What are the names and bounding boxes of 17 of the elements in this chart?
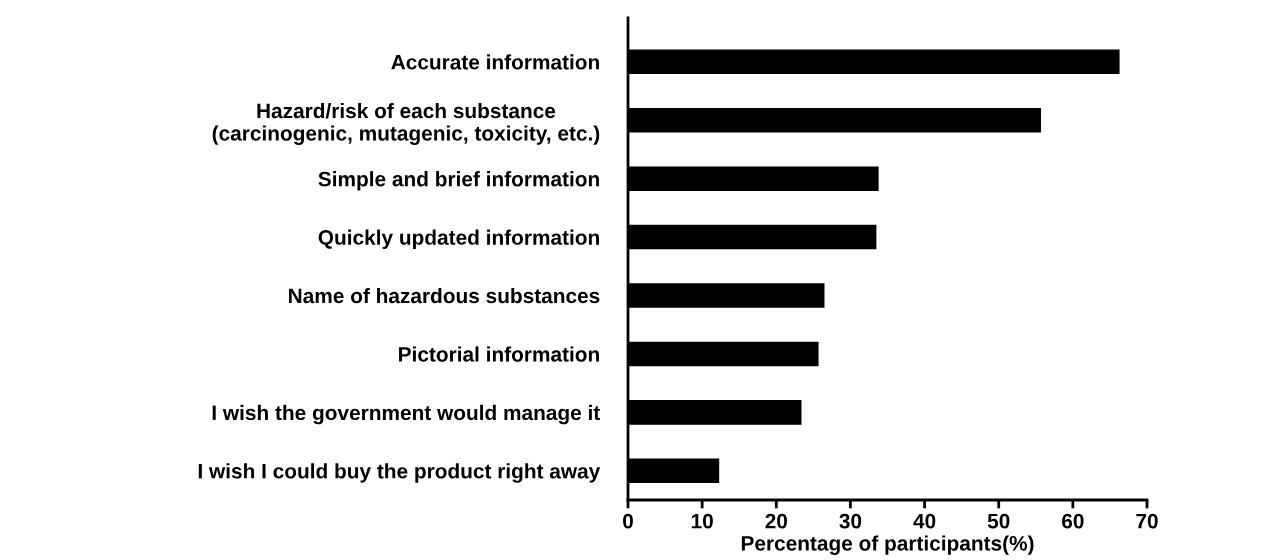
x-tick-label: 0 (623, 513, 633, 529)
y-tick-label: I wish the government would manage it (212, 404, 600, 425)
y-tick-label: Simple and brief information (318, 171, 599, 191)
y-tick-label: Name of hazardous substances (289, 287, 600, 304)
x-tick-label: 40 (913, 513, 936, 529)
x-tick-label: 10 (691, 513, 713, 529)
y-tick-label: Hazard/risk of each substance (carcinogenic, mutagenic, toxicity, etc.) (212, 102, 600, 145)
y-tick-label: I wish I could buy the product right away (198, 463, 601, 483)
y-tick-label: Accurate information (391, 54, 599, 70)
y-tick-label: Quickly updated information (318, 229, 599, 249)
x-tick-label: 20 (765, 513, 788, 529)
x-axis-title: Percentage of participants(%) (741, 535, 1034, 555)
y-tick-label: Pictorial information (399, 346, 599, 362)
x-tick-label: 70 (1136, 513, 1158, 529)
x-tick-label: 60 (1062, 513, 1084, 529)
x-tick-label: 30 (839, 513, 862, 529)
x-tick-label: 50 (987, 513, 1010, 529)
